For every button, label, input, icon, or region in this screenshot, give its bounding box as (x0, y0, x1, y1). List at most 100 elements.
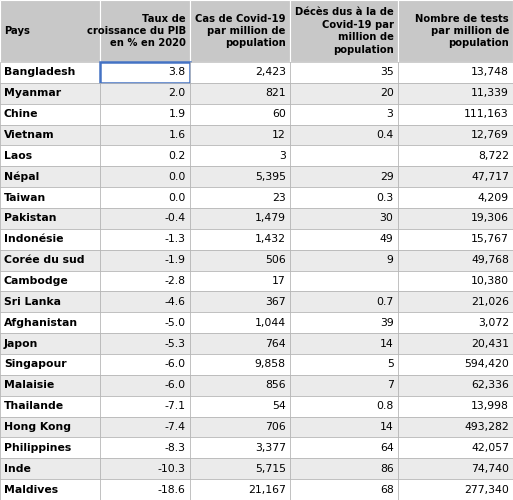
Bar (0, 62, 100, 83)
Text: 60: 60 (272, 109, 286, 119)
Text: 12,769: 12,769 (471, 130, 509, 140)
Bar (398, 312, 513, 333)
Bar (398, 250, 513, 270)
Text: 14: 14 (380, 338, 393, 348)
Text: 1,044: 1,044 (255, 318, 286, 328)
Bar (190, 270, 290, 291)
Bar (290, 0, 398, 62)
Text: 0.4: 0.4 (377, 130, 393, 140)
Bar (0, 270, 100, 291)
Text: Nombre de tests
par million de
population: Nombre de tests par million de populatio… (416, 14, 509, 48)
Bar (290, 416, 398, 438)
Bar (190, 124, 290, 146)
Bar (190, 312, 290, 333)
Text: 54: 54 (272, 401, 286, 411)
Text: 14: 14 (380, 422, 393, 432)
Bar (0, 354, 100, 375)
Text: 17: 17 (272, 276, 286, 286)
Text: Afghanistan: Afghanistan (4, 318, 78, 328)
Bar (190, 375, 290, 396)
Text: 1,479: 1,479 (255, 214, 286, 224)
Text: 367: 367 (265, 297, 286, 307)
Text: -18.6: -18.6 (158, 484, 186, 494)
Bar (0, 479, 100, 500)
Text: 23: 23 (272, 192, 286, 202)
Text: 13,748: 13,748 (471, 68, 509, 78)
Bar (190, 208, 290, 229)
Bar (290, 270, 398, 291)
Bar (0, 333, 100, 354)
Text: Laos: Laos (4, 151, 32, 161)
Bar (100, 0, 190, 62)
Bar (398, 104, 513, 124)
Text: 2,423: 2,423 (255, 68, 286, 78)
Bar (100, 83, 190, 103)
Bar (100, 229, 190, 250)
Bar (190, 62, 290, 83)
Bar (0, 292, 100, 312)
Bar (398, 187, 513, 208)
Bar (0, 0, 100, 62)
Text: 68: 68 (380, 484, 393, 494)
Text: 21,026: 21,026 (471, 297, 509, 307)
Bar (0, 104, 100, 124)
Bar (190, 458, 290, 479)
Text: 5,395: 5,395 (255, 172, 286, 181)
Text: Népal: Népal (4, 172, 40, 182)
Text: 5: 5 (387, 360, 393, 370)
Bar (100, 375, 190, 396)
Text: Décès dus à la de
Covid-19 par
million de
population: Décès dus à la de Covid-19 par million d… (295, 8, 393, 54)
Bar (190, 250, 290, 270)
Bar (190, 333, 290, 354)
Text: -6.0: -6.0 (165, 360, 186, 370)
Text: -2.8: -2.8 (165, 276, 186, 286)
Bar (398, 375, 513, 396)
Bar (190, 187, 290, 208)
Bar (290, 124, 398, 146)
Text: 4,209: 4,209 (478, 192, 509, 202)
Bar (100, 458, 190, 479)
Text: 47,717: 47,717 (471, 172, 509, 181)
Text: -0.4: -0.4 (165, 214, 186, 224)
Bar (290, 229, 398, 250)
Bar (290, 187, 398, 208)
Text: 3,072: 3,072 (478, 318, 509, 328)
Bar (398, 354, 513, 375)
Text: Taux de
croissance du PIB
en % en 2020: Taux de croissance du PIB en % en 2020 (87, 14, 186, 48)
Text: -5.3: -5.3 (165, 338, 186, 348)
Bar (398, 166, 513, 187)
Text: 277,340: 277,340 (464, 484, 509, 494)
Text: 21,167: 21,167 (248, 484, 286, 494)
Bar (100, 479, 190, 500)
Text: 3,377: 3,377 (255, 443, 286, 453)
Bar (100, 104, 190, 124)
Text: Thailande: Thailande (4, 401, 64, 411)
Text: 9,858: 9,858 (255, 360, 286, 370)
Bar (290, 333, 398, 354)
Bar (0, 187, 100, 208)
Text: 0.7: 0.7 (377, 297, 393, 307)
Bar (0, 416, 100, 438)
Text: 856: 856 (265, 380, 286, 390)
Bar (0, 458, 100, 479)
Bar (190, 396, 290, 416)
Bar (398, 62, 513, 83)
Text: 1.6: 1.6 (169, 130, 186, 140)
Bar (290, 146, 398, 167)
Bar (190, 479, 290, 500)
Bar (100, 312, 190, 333)
Bar (190, 104, 290, 124)
Text: 1.9: 1.9 (169, 109, 186, 119)
Bar (290, 354, 398, 375)
Bar (290, 375, 398, 396)
Text: 13,998: 13,998 (471, 401, 509, 411)
Bar (398, 146, 513, 167)
Text: Singapour: Singapour (4, 360, 67, 370)
Text: Maldives: Maldives (4, 484, 58, 494)
Bar (100, 166, 190, 187)
Text: 764: 764 (265, 338, 286, 348)
Bar (0, 312, 100, 333)
Bar (100, 438, 190, 458)
Bar (100, 62, 190, 83)
Text: 1,432: 1,432 (255, 234, 286, 244)
